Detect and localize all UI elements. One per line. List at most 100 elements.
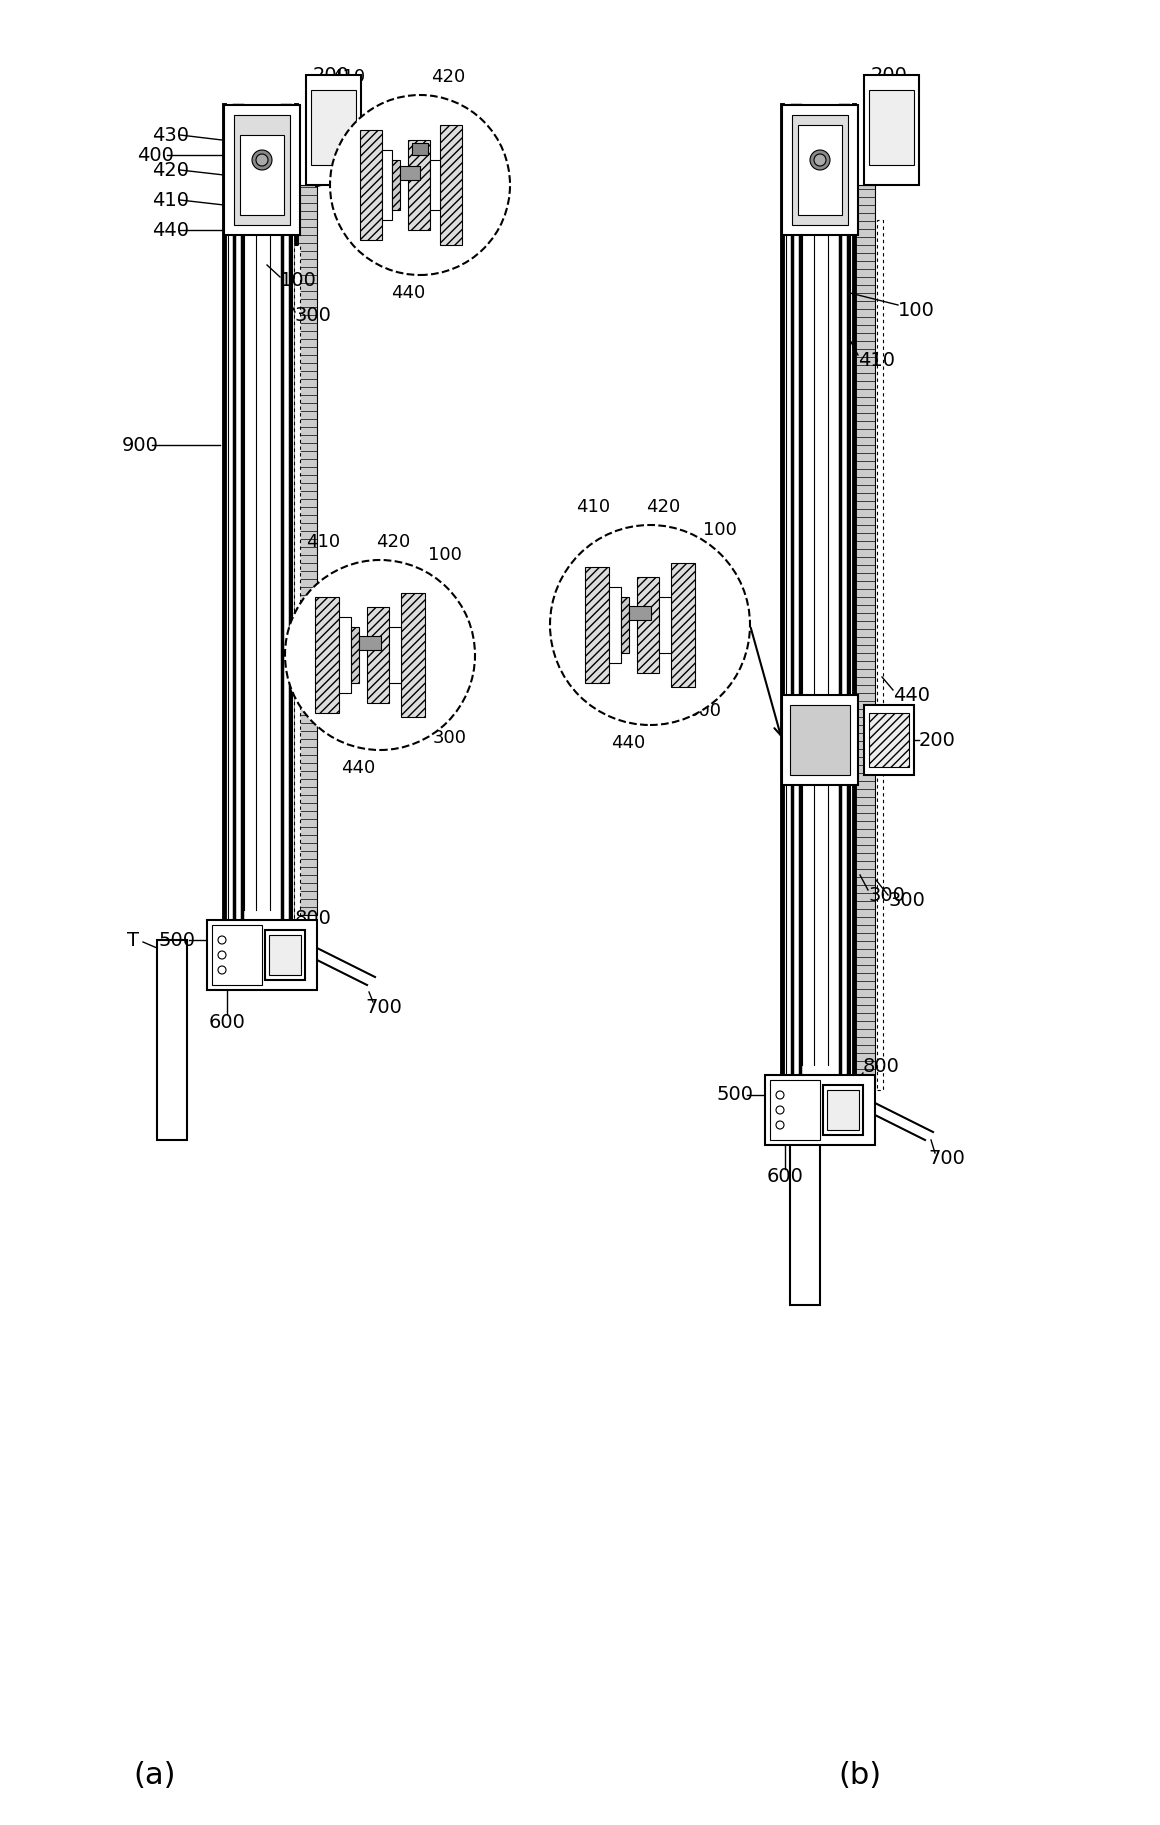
Circle shape [256, 153, 268, 166]
Bar [670, 562, 695, 686]
Bar [782, 106, 858, 235]
Text: 800: 800 [295, 909, 332, 927]
Bar [316, 597, 339, 714]
Circle shape [776, 1091, 784, 1099]
Bar [360, 130, 382, 241]
Bar [764, 1075, 875, 1144]
Bar [234, 106, 242, 940]
Circle shape [814, 153, 826, 166]
Bar [430, 161, 440, 210]
Bar [389, 628, 401, 683]
Bar [157, 940, 187, 1141]
Text: 300: 300 [688, 703, 722, 721]
Bar [269, 934, 300, 975]
Bar [306, 644, 356, 715]
Bar [637, 577, 659, 673]
Text: 440: 440 [152, 221, 189, 239]
Text: 300: 300 [889, 891, 925, 909]
Text: 100: 100 [898, 301, 935, 319]
Bar [234, 115, 290, 224]
Bar [790, 704, 850, 776]
Bar [401, 593, 425, 717]
Bar [297, 184, 317, 914]
Bar [798, 124, 842, 215]
Circle shape [776, 1121, 784, 1130]
Bar [400, 166, 420, 181]
Bar [311, 89, 356, 164]
Text: 410: 410 [575, 498, 610, 516]
Text: T: T [126, 931, 139, 949]
Bar [240, 135, 284, 215]
Text: 420: 420 [152, 161, 189, 179]
Text: 200: 200 [312, 66, 349, 84]
Bar [629, 606, 651, 620]
Circle shape [218, 951, 226, 958]
Bar [770, 1080, 820, 1141]
Text: (b): (b) [839, 1761, 882, 1790]
Circle shape [329, 95, 510, 276]
Text: 700: 700 [365, 998, 401, 1017]
Text: 430: 430 [815, 111, 851, 130]
Text: 300: 300 [868, 885, 905, 905]
Bar [864, 75, 919, 184]
Text: 800: 800 [863, 1057, 900, 1077]
Text: 440: 440 [611, 734, 645, 752]
Bar [782, 695, 858, 785]
Bar [392, 161, 400, 210]
Circle shape [252, 150, 271, 170]
Bar [440, 124, 462, 245]
Text: 700: 700 [928, 1148, 965, 1168]
Text: 440: 440 [893, 686, 930, 704]
Bar [877, 221, 883, 1090]
Bar [306, 75, 361, 184]
Bar [212, 925, 262, 986]
Bar [339, 617, 351, 694]
Bar [840, 106, 848, 1095]
Bar [311, 653, 351, 706]
Text: 440: 440 [391, 285, 425, 301]
Bar [351, 628, 358, 683]
Text: (a): (a) [133, 1761, 176, 1790]
Text: 410: 410 [858, 350, 896, 369]
Text: 410: 410 [306, 533, 340, 551]
Bar [792, 106, 800, 1095]
Bar [412, 142, 428, 155]
Bar [822, 1086, 863, 1135]
Bar [585, 568, 609, 683]
Bar [264, 931, 305, 980]
Text: 410: 410 [331, 68, 365, 86]
Text: 900: 900 [122, 436, 159, 454]
Circle shape [218, 936, 226, 944]
Bar [282, 106, 290, 940]
Text: 430: 430 [152, 126, 189, 144]
Bar [382, 150, 392, 221]
Bar [293, 245, 300, 971]
Text: 410: 410 [152, 190, 189, 210]
Text: 440: 440 [341, 759, 375, 777]
Text: 500: 500 [159, 931, 196, 949]
Text: 420: 420 [646, 498, 680, 516]
Text: 600: 600 [767, 1168, 804, 1186]
Text: 200: 200 [919, 730, 956, 750]
Circle shape [218, 965, 226, 975]
Circle shape [776, 1106, 784, 1113]
Bar [869, 714, 909, 766]
Bar [367, 608, 389, 703]
Text: 200: 200 [870, 66, 907, 84]
Bar [855, 184, 875, 1086]
Bar [358, 635, 380, 650]
Bar [869, 89, 914, 164]
Bar [659, 597, 670, 653]
Circle shape [285, 560, 474, 750]
Bar [408, 141, 430, 230]
Circle shape [810, 150, 831, 170]
Bar [827, 1090, 860, 1130]
Bar [864, 704, 914, 776]
Text: 600: 600 [209, 1013, 246, 1031]
Text: 420: 420 [376, 533, 411, 551]
Bar [224, 106, 300, 235]
Circle shape [550, 526, 751, 725]
Bar [621, 597, 629, 653]
Text: 300: 300 [433, 728, 467, 746]
Bar [609, 588, 621, 662]
